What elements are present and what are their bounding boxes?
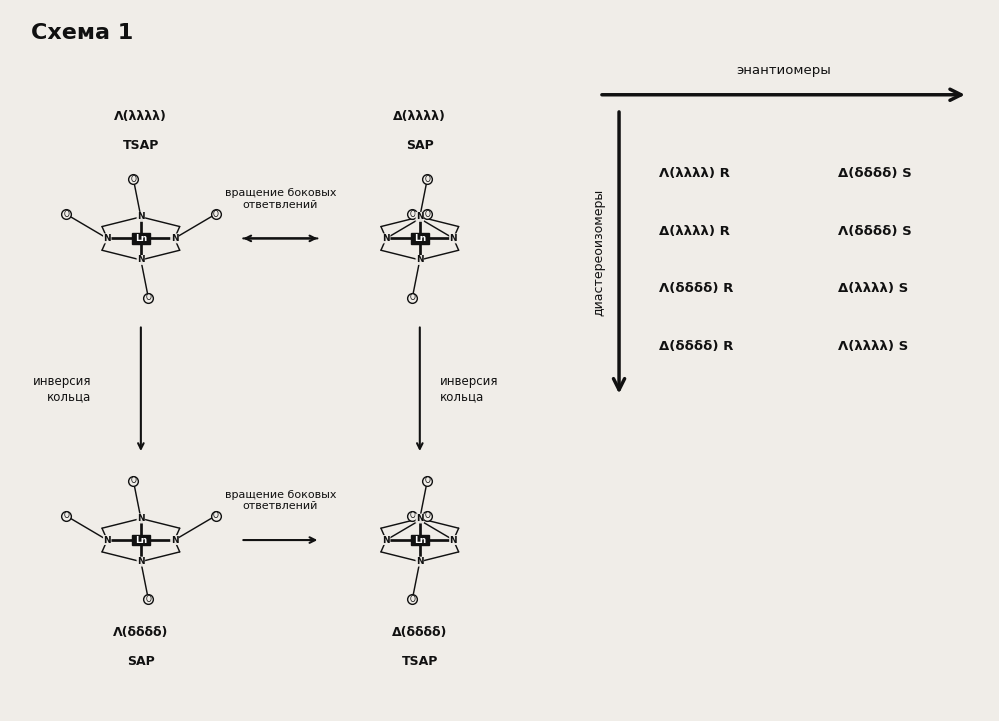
Text: Δ(λλλλ) R: Δ(λλλλ) R <box>659 225 730 238</box>
Text: вращение боковых
ответвлений: вращение боковых ответвлений <box>225 490 336 511</box>
Text: N: N <box>171 536 178 544</box>
Text: Λ(δδδδ): Λ(δδδδ) <box>113 627 169 640</box>
Text: N: N <box>383 234 390 243</box>
Text: Λ(δδδδ) R: Λ(δδδδ) R <box>659 282 733 295</box>
Text: энантиомеры: энантиомеры <box>736 63 831 77</box>
Text: N: N <box>416 557 424 566</box>
Text: O: O <box>131 477 136 485</box>
Text: Λ(λλλλ) R: Λ(λλλλ) R <box>659 167 730 180</box>
Text: O: O <box>410 210 416 218</box>
Text: Λ(δδδδ) S: Λ(δδδδ) S <box>838 225 912 238</box>
Bar <box>132 233 150 244</box>
Text: O: O <box>410 293 416 302</box>
Text: O: O <box>410 595 416 603</box>
Text: O: O <box>425 210 431 218</box>
Text: Δ(λλλλ): Δ(λλλλ) <box>394 110 447 123</box>
Text: Λ(λλλλ) S: Λ(λλλλ) S <box>838 340 908 353</box>
Text: O: O <box>146 293 151 302</box>
Text: N: N <box>450 234 458 243</box>
Text: Δ(δδδδ): Δ(δδδδ) <box>393 627 448 640</box>
Text: O: O <box>63 511 69 521</box>
Text: вращение боковых
ответвлений: вращение боковых ответвлений <box>225 188 336 210</box>
Text: N: N <box>137 255 145 265</box>
Text: N: N <box>104 536 111 544</box>
Text: O: O <box>425 174 431 184</box>
Text: N: N <box>416 255 424 265</box>
Text: O: O <box>410 511 416 521</box>
Text: инверсия
кольца: инверсия кольца <box>440 375 499 403</box>
Text: TSAP: TSAP <box>123 139 159 152</box>
Text: Ln: Ln <box>135 536 147 544</box>
Text: TSAP: TSAP <box>402 655 438 668</box>
Text: Схема 1: Схема 1 <box>31 23 134 43</box>
Text: N: N <box>137 557 145 566</box>
Bar <box>132 535 150 546</box>
Bar <box>411 535 429 546</box>
Text: N: N <box>137 514 145 523</box>
Text: Ln: Ln <box>135 234 147 243</box>
Text: O: O <box>425 477 431 485</box>
Bar <box>411 233 429 244</box>
Text: SAP: SAP <box>127 655 155 668</box>
Text: O: O <box>146 595 151 603</box>
Text: инверсия
кольца: инверсия кольца <box>33 375 91 403</box>
Text: Ln: Ln <box>414 234 426 243</box>
Text: O: O <box>131 174 136 184</box>
Text: N: N <box>104 234 111 243</box>
Text: N: N <box>171 234 178 243</box>
Text: Δ(λλλλ) S: Δ(λλλλ) S <box>838 282 908 295</box>
Text: N: N <box>450 536 458 544</box>
Text: SAP: SAP <box>406 139 434 152</box>
Text: N: N <box>416 213 424 221</box>
Text: N: N <box>137 213 145 221</box>
Text: O: O <box>63 210 69 218</box>
Text: Λ(λλλλ): Λ(λλλλ) <box>115 110 167 123</box>
Text: O: O <box>213 210 219 218</box>
Text: Δ(δδδδ) S: Δ(δδδδ) S <box>838 167 912 180</box>
Text: N: N <box>416 514 424 523</box>
Text: O: O <box>425 511 431 521</box>
Text: O: O <box>213 511 219 521</box>
Text: N: N <box>383 536 390 544</box>
Text: Ln: Ln <box>414 536 426 544</box>
Text: Δ(δδδδ) R: Δ(δδδδ) R <box>659 340 733 353</box>
Text: диастереоизомеры: диастереоизомеры <box>592 189 605 317</box>
